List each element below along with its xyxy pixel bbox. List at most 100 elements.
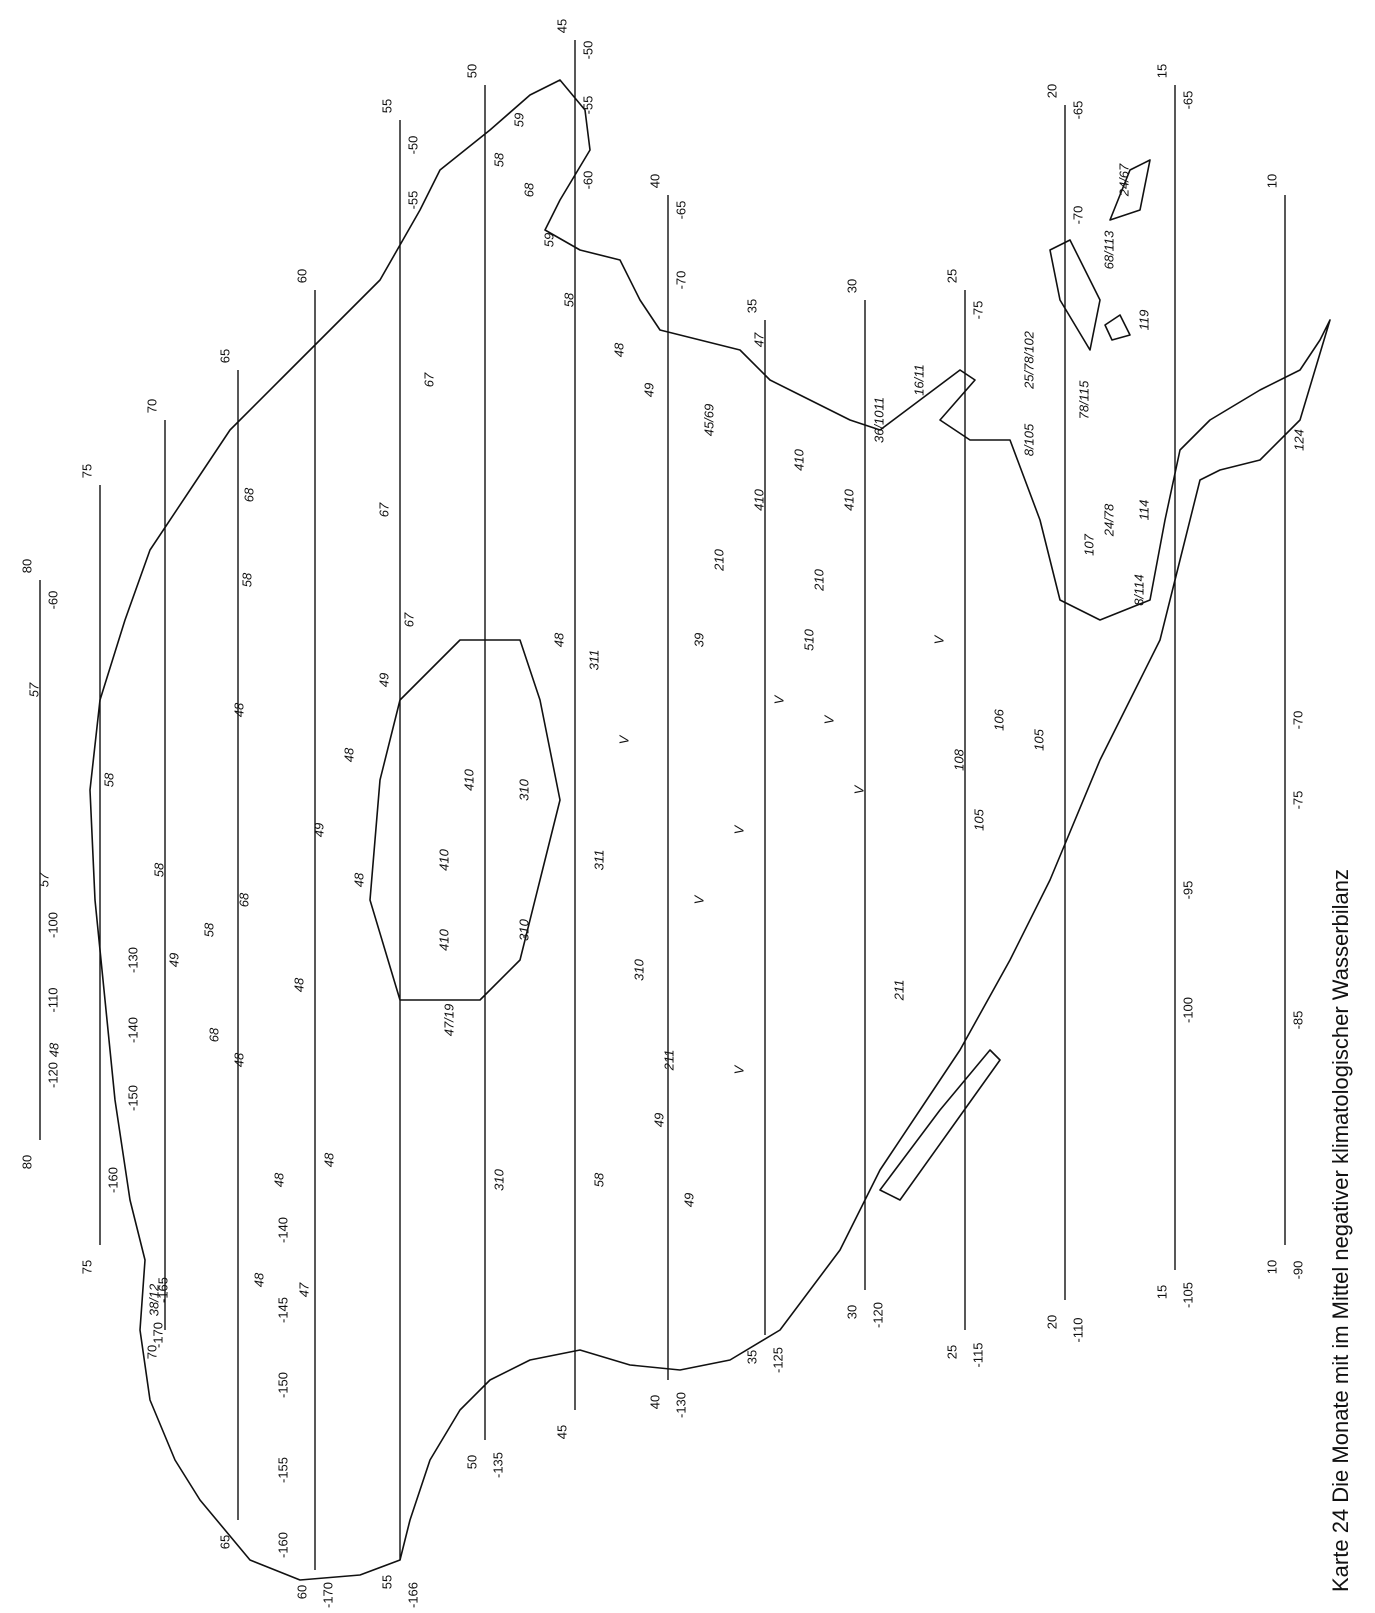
region-label: 310 [516,918,531,940]
meridian-label: -170 [150,1322,165,1348]
island [1050,240,1100,350]
meridian-label: -166 [405,1582,420,1608]
region-label: 49 [166,953,181,967]
meridian-label: -135 [490,1452,505,1478]
region-label: 57 [36,872,51,887]
parallel-label: 20 [1044,1315,1059,1329]
region-label: 410 [461,768,476,790]
region-label: 48 [231,702,246,717]
parallel-label: 45 [554,19,569,33]
parallel-label: 40 [647,1395,662,1409]
parallel-label: 35 [744,1350,759,1364]
region-label: 410 [751,488,766,510]
parallel-label: 75 [79,1260,94,1274]
meridian-label: -110 [45,987,60,1012]
region-label: 107 [1081,533,1096,555]
region-label: 114 [1136,500,1151,521]
parallel-label: 65 [217,1535,232,1549]
meridian-label: -160 [105,1167,120,1193]
region-label: 49 [311,823,326,837]
region-label: 38/12 [146,1283,161,1316]
region-label: 36/1011 [871,397,886,443]
meridian-label: -125 [770,1347,785,1373]
meridian-label: -85 [1290,1011,1305,1030]
region-label: 49 [681,1193,696,1207]
meridian-label: -105 [1180,1282,1195,1308]
parallel-label: 50 [464,64,479,78]
region-label: 16/11 [911,364,926,396]
meridian-label: -115 [970,1342,985,1367]
region-label: 68 [236,892,251,907]
parallel-label: 40 [647,174,662,188]
region-label: 48 [321,1152,336,1167]
region-label: 58 [101,772,116,787]
region-label: 49 [376,673,391,687]
parallel-label: 45 [554,1425,569,1439]
region-label: 57 [26,682,41,697]
region-label: 48 [611,342,626,357]
region-label: 49 [651,1113,666,1127]
meridian-label: -170 [320,1582,335,1608]
region-label: 58 [239,572,254,587]
region-label: 47 [296,1282,311,1297]
region-label: 105 [971,808,986,830]
meridian-label: -60 [580,171,595,190]
island [1105,315,1130,340]
region-label: 68 [241,487,256,502]
region-label: 68 [206,1027,221,1042]
region-label: 58 [491,152,506,167]
region-label: 78/115 [1076,380,1091,420]
region-label: 311 [591,850,606,871]
region-label: 48 [271,1172,286,1187]
meridian-label: -70 [1290,711,1305,730]
region-label: 67 [376,502,391,517]
region-label: 310 [491,1168,506,1190]
region-label: 48 [341,747,356,762]
parallel-label: 15 [1154,64,1169,78]
region-label: 310 [631,958,646,980]
parallel-label: 60 [294,1585,309,1599]
region-label: 410 [791,448,806,470]
meridian-label: -100 [1180,997,1195,1023]
parallel-label: 25 [944,269,959,283]
region-label: V [771,694,786,704]
region-label: 310 [516,778,531,800]
parallel-label: 50 [464,1455,479,1469]
parallel-label: 65 [217,349,232,363]
meridian-label: -160 [275,1532,290,1558]
region-label: 67 [401,612,416,627]
region-label: 8/114 [1131,574,1146,606]
region-label: 24/78 [1101,503,1116,537]
region-label: 58 [151,862,166,877]
region-label: V [731,824,746,834]
region-label: 410 [841,488,856,510]
region-label: V [821,714,836,724]
meridian-label: -155 [275,1457,290,1483]
parallel-label: 80 [19,559,34,573]
region-label: 67 [421,372,436,387]
meridian-label: -65 [673,201,688,220]
meridian-label: -55 [405,191,420,210]
meridian-label: -50 [405,136,420,155]
region-label: V [731,1064,746,1074]
meridian-label: -50 [580,41,595,60]
region-label: 48 [46,1042,61,1057]
region-label: 47 [751,332,766,347]
region-label: 48 [231,1052,246,1067]
region-label: 410 [436,848,451,870]
caption: Karte 24 Die Monate mit im Mittel negati… [1328,869,1353,1592]
region-label: V [851,784,866,794]
parallel-label: 75 [79,464,94,478]
region-label: 58 [591,1172,606,1187]
region-label: 58 [561,292,576,307]
meridian-label: -65 [1070,101,1085,120]
region-label: 8/105 [1021,423,1036,456]
region-label: 45/69 [701,404,716,437]
region-label: 48 [251,1272,266,1287]
parallel-label: 15 [1154,1285,1169,1299]
parallel-label: 20 [1044,84,1059,98]
parallel-label: 55 [379,99,394,113]
region-label: 48 [551,632,566,647]
meridian-label: -145 [275,1297,290,1323]
parallel-label: 10 [1264,1260,1279,1274]
